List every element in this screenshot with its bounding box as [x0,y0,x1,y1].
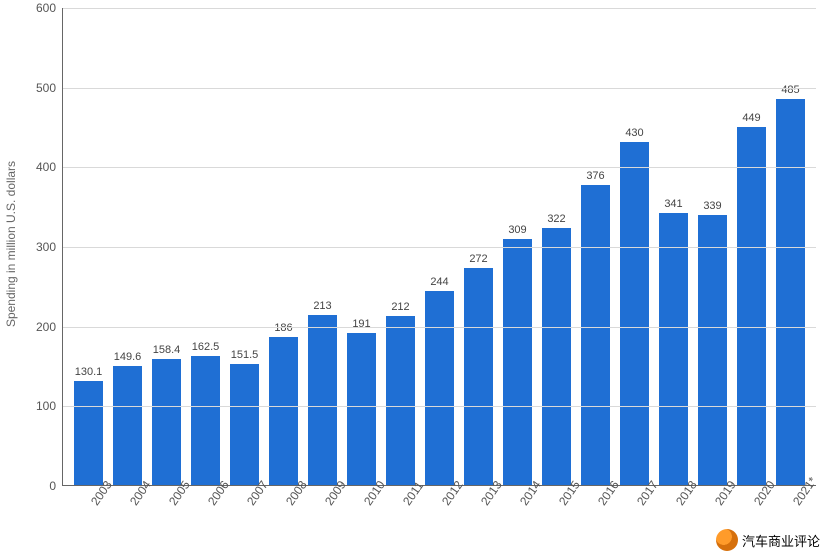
gridline [63,167,816,168]
bar-value-label: 244 [430,276,448,288]
bar-slot: 151.5 [225,349,264,485]
bar-value-label: 151.5 [231,349,259,361]
bar [386,316,416,485]
x-tick-slot: 2005 [146,490,185,540]
bar-slot: 158.4 [147,344,186,485]
bar [308,315,338,485]
bar [191,356,221,485]
x-tick-slot: 2003 [68,490,107,540]
bar [698,215,728,485]
bar-value-label: 449 [742,112,760,124]
bar-slot: 212 [381,301,420,485]
x-tick-slot: 2009 [302,490,341,540]
y-tick-label: 0 [20,479,56,493]
bar [620,142,650,485]
bar-slot: 130.1 [69,366,108,485]
x-tick-slot: 2015 [537,490,576,540]
bar [113,366,143,485]
bar-value-label: 485 [781,84,799,96]
x-tick-slot: 2016 [576,490,615,540]
y-tick-label: 600 [20,1,56,15]
bar-slot: 341 [654,198,693,485]
bar-value-label: 212 [391,301,409,313]
bar [464,268,494,485]
bar [74,381,104,485]
bar-value-label: 213 [313,300,331,312]
bar-value-label: 191 [352,318,370,330]
bar-slot: 430 [615,127,654,485]
gridline [63,247,816,248]
watermark: 汽车商业评论 [716,529,820,551]
watermark-logo-icon [716,529,738,551]
bar-slot: 272 [459,253,498,485]
bar-slot: 322 [537,213,576,485]
chart-container: Spending in million U.S. dollars 130.1 14… [0,0,830,555]
y-axis-label: Spending in million U.S. dollars [4,161,18,327]
bar-slot: 376 [576,170,615,485]
x-axis-labels: 2003200420052006200720082009201020112012… [62,490,816,540]
bar-slot: 149.6 [108,351,147,485]
bar [269,337,299,485]
bar-slot: 186 [264,322,303,485]
bar-value-label: 322 [547,213,565,225]
bar-value-label: 149.6 [114,351,142,363]
bar-value-label: 130.1 [75,366,103,378]
x-tick-slot: 2013 [458,490,497,540]
x-tick-slot: 2006 [185,490,224,540]
x-tick-slot: 2010 [341,490,380,540]
bar-slot: 162.5 [186,341,225,485]
y-tick-label: 400 [20,160,56,174]
bar-value-label: 162.5 [192,341,220,353]
x-tick-slot: 2014 [498,490,537,540]
bar-value-label: 272 [469,253,487,265]
bar [659,213,689,485]
bar-slot: 485 [771,84,810,485]
bar-value-label: 309 [508,224,526,236]
bar-slot: 309 [498,224,537,485]
y-tick-label: 500 [20,81,56,95]
y-tick-label: 100 [20,399,56,413]
x-tick-slot: 2008 [263,490,302,540]
x-tick-slot: 2012 [419,490,458,540]
bar [503,239,533,485]
x-tick-slot: 2017 [615,490,654,540]
bar-value-label: 430 [625,127,643,139]
bar-slot: 244 [420,276,459,485]
bar [425,291,455,485]
bar-value-label: 186 [274,322,292,334]
gridline [63,327,816,328]
bar [230,364,260,485]
bar [542,228,572,485]
x-tick-slot: 2018 [654,490,693,540]
x-tick-slot: 2007 [224,490,263,540]
bar [581,185,611,485]
gridline [63,88,816,89]
bar [776,99,806,485]
bar-value-label: 376 [586,170,604,182]
gridline [63,406,816,407]
bar [152,359,182,485]
bar-slot: 339 [693,200,732,485]
gridline [63,8,816,9]
bar-value-label: 341 [664,198,682,210]
x-tick-slot: 2004 [107,490,146,540]
bar [737,127,767,485]
chart-plot-area: 130.1 149.6 158.4 162.5 151.5 186 213 191 212 244… [62,8,816,486]
x-tick-slot: 2011 [380,490,419,540]
bar [347,333,377,485]
y-tick-label: 300 [20,240,56,254]
watermark-text: 汽车商业评论 [742,531,820,550]
bar-value-label: 158.4 [153,344,181,356]
bar-value-label: 339 [703,200,721,212]
bar-slot: 191 [342,318,381,485]
y-tick-label: 200 [20,320,56,334]
bar-slot: 213 [303,300,342,485]
